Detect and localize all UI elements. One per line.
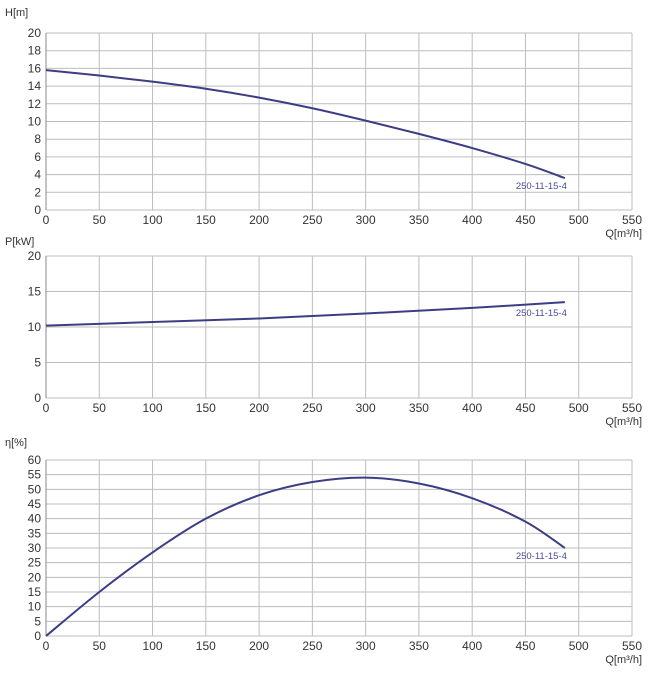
y-tick-label: 20 [28, 570, 42, 584]
x-tick-label: 450 [515, 213, 535, 227]
y-tick-label: 40 [28, 512, 42, 526]
y-tick-label: 10 [28, 320, 42, 334]
x-tick-label: 50 [93, 639, 107, 653]
x-tick-label: 100 [143, 639, 163, 653]
x-axis-label: Q[m³/h] [605, 416, 642, 428]
x-tick-label: 400 [462, 401, 482, 415]
y-tick-label: 35 [28, 526, 42, 540]
x-tick-label: 450 [515, 401, 535, 415]
series-curve [45, 476, 566, 637]
y-tick-label: 4 [34, 168, 41, 182]
x-tick-label: 150 [196, 639, 216, 653]
y-tick-label: 60 [28, 453, 42, 467]
x-tick-label: 250 [302, 401, 322, 415]
y-tick-label: 5 [34, 356, 41, 370]
y-tick-label: 10 [28, 115, 42, 129]
y-tick-label: 45 [28, 497, 42, 511]
x-axis-label: Q[m³/h] [605, 228, 642, 240]
x-tick-label: 150 [196, 401, 216, 415]
x-tick-label: 550 [622, 639, 642, 653]
series-label: 250-11-15-4 [516, 551, 567, 562]
y-tick-label: 20 [28, 249, 42, 263]
series-label: 250-11-15-4 [516, 308, 567, 319]
x-tick-label: 0 [43, 639, 50, 653]
x-tick-label: 350 [409, 213, 429, 227]
y-tick-label: 16 [28, 61, 42, 75]
x-tick-label: 450 [515, 639, 535, 653]
y-tick-label: 15 [28, 285, 42, 299]
y-tick-label: 15 [28, 585, 42, 599]
x-tick-label: 50 [93, 401, 107, 415]
x-tick-label: 300 [356, 213, 376, 227]
series-curve [45, 301, 565, 327]
y-tick-label: 50 [28, 482, 42, 496]
y-tick-label: 6 [34, 150, 41, 164]
series-curve [45, 69, 566, 180]
y-tick-label: 18 [28, 44, 42, 58]
series-label: 250-11-15-4 [516, 181, 567, 192]
x-tick-label: 0 [43, 213, 50, 227]
x-tick-label: 50 [93, 213, 107, 227]
y-tick-label: 0 [34, 203, 41, 217]
y-tick-label: 2 [34, 185, 41, 199]
x-tick-label: 300 [356, 639, 376, 653]
x-tick-label: 200 [249, 401, 269, 415]
x-tick-label: 0 [43, 401, 50, 415]
y-tick-label: 0 [34, 391, 41, 405]
y-tick-label: 25 [28, 556, 42, 570]
y-tick-label: 12 [28, 97, 42, 111]
x-tick-label: 550 [622, 213, 642, 227]
x-tick-label: 200 [249, 639, 269, 653]
y-tick-label: 0 [34, 629, 41, 643]
x-tick-label: 400 [462, 213, 482, 227]
x-tick-label: 100 [143, 401, 163, 415]
y-tick-label: 8 [34, 132, 41, 146]
x-tick-label: 150 [196, 213, 216, 227]
y-tick-label: 55 [28, 468, 42, 482]
x-tick-label: 200 [249, 213, 269, 227]
y-tick-label: 30 [28, 541, 42, 555]
x-tick-label: 400 [462, 639, 482, 653]
y-tick-label: 10 [28, 600, 42, 614]
y-tick-label: 14 [28, 79, 42, 93]
x-tick-label: 300 [356, 401, 376, 415]
x-tick-label: 550 [622, 401, 642, 415]
x-tick-label: 250 [302, 213, 322, 227]
y-axis-label: P[kW] [5, 236, 34, 248]
y-axis-label: η[%] [5, 437, 27, 449]
x-tick-label: 500 [569, 213, 589, 227]
x-tick-label: 100 [143, 213, 163, 227]
x-tick-label: 350 [409, 401, 429, 415]
x-tick-label: 350 [409, 639, 429, 653]
x-tick-label: 250 [302, 639, 322, 653]
y-tick-label: 5 [34, 614, 41, 628]
y-tick-label: 20 [28, 26, 42, 40]
x-axis-label: Q[m³/h] [605, 654, 642, 666]
x-tick-label: 500 [569, 401, 589, 415]
x-tick-label: 500 [569, 639, 589, 653]
y-axis-label: H[m] [5, 7, 28, 19]
